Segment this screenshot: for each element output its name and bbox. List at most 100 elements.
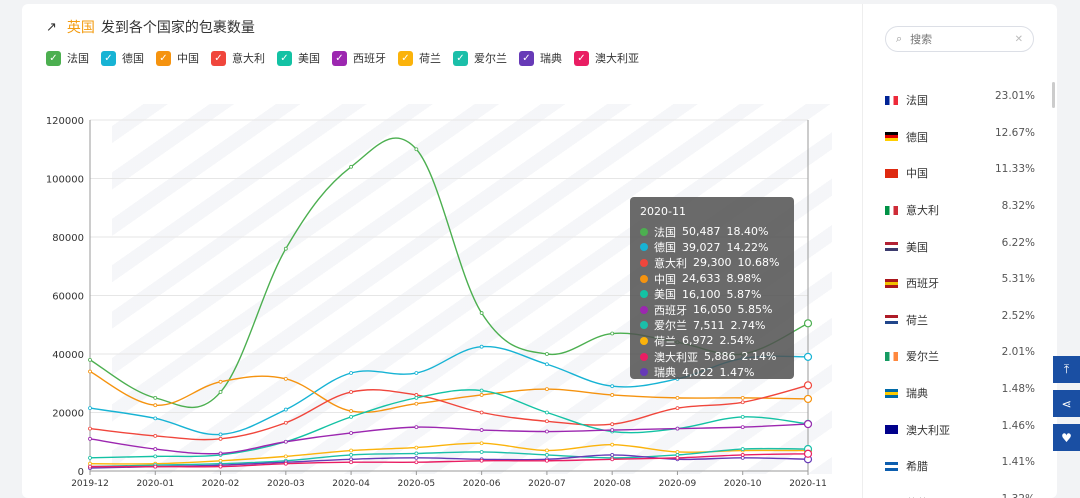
tooltip-pct: 5.85%: [737, 303, 773, 317]
country-row[interactable]: 希腊 1.41%: [885, 448, 1035, 485]
country-percent: 5.31%: [1001, 273, 1035, 286]
country-list: 法国 23.01% 德国 12.67% 中国 11.33% 意大利 8.32% 美国 6.22% 西…: [885, 82, 1035, 498]
data-point: [349, 371, 353, 375]
checkbox-icon: ✓: [332, 50, 347, 66]
search-input[interactable]: [910, 32, 1001, 46]
flag-icon: [885, 278, 898, 288]
data-point: [610, 453, 615, 457]
country-row[interactable]: 澳大利亚 1.46%: [885, 411, 1035, 448]
x-tick-label: 2020-06: [463, 479, 501, 489]
clear-icon[interactable]: ✕: [1014, 33, 1023, 45]
data-point: [545, 352, 549, 356]
flag-icon: [885, 132, 898, 142]
series-line-中国: [89, 370, 809, 413]
tooltip-row: 意大利 29,300 10.68%: [640, 255, 784, 271]
tooltip-value: 4,022: [682, 365, 714, 379]
data-point: [153, 395, 158, 400]
data-point: [675, 395, 680, 400]
data-point: [610, 393, 615, 397]
tooltip-pct: 5.87%: [726, 287, 762, 301]
legend-item[interactable]: ✓ 法国: [46, 50, 89, 66]
scrollbar[interactable]: [1052, 82, 1055, 108]
legend-label: 意大利: [232, 52, 265, 65]
tooltip-value: 7,511: [693, 318, 725, 332]
country-name: 希腊: [906, 460, 928, 474]
series-dot-icon: [640, 243, 648, 252]
data-point: [479, 458, 484, 463]
data-point: [414, 460, 419, 465]
y-tick-label: 20000: [52, 409, 84, 420]
tooltip-value: 16,050: [693, 303, 732, 317]
data-point: [610, 428, 615, 432]
data-point: [479, 388, 484, 393]
data-point: [218, 432, 223, 437]
country-name: 澳大利亚: [906, 423, 950, 437]
country-row[interactable]: 西班牙 5.31%: [885, 265, 1035, 302]
data-point: [218, 379, 223, 384]
divider: [862, 4, 863, 498]
tooltip-pct: 2.54%: [719, 334, 755, 348]
trend-up-icon: ↗: [46, 19, 57, 35]
country-row[interactable]: 瑞典 1.48%: [885, 375, 1035, 412]
country-row[interactable]: 葡萄牙 1.32%: [885, 485, 1035, 498]
data-point: [479, 410, 484, 415]
data-point: [349, 164, 353, 169]
data-point: [153, 454, 158, 459]
legend-item[interactable]: ✓ 中国: [156, 50, 199, 66]
y-tick-label: 0: [78, 467, 84, 478]
checkbox-icon: ✓: [101, 50, 116, 66]
data-point: [610, 457, 615, 462]
country-percent: 1.46%: [1001, 419, 1035, 432]
legend-item[interactable]: ✓ 美国: [277, 50, 320, 66]
series-dot-icon: [640, 274, 648, 283]
data-point: [283, 246, 288, 251]
data-point: [479, 441, 484, 446]
country-row[interactable]: 意大利 8.32%: [885, 192, 1035, 229]
country-row[interactable]: 中国 11.33%: [885, 155, 1035, 192]
back-to-top-icon: ⤒: [1063, 362, 1070, 376]
data-point: [283, 407, 288, 412]
tooltip-pct: 18.40%: [726, 225, 769, 239]
checkbox-icon: ✓: [277, 50, 292, 66]
flag-icon: [885, 351, 898, 361]
data-point: [283, 454, 288, 459]
legend-item[interactable]: ✓ 意大利: [211, 50, 265, 66]
country-name: 西班牙: [906, 277, 939, 291]
line-chart: 0 20000 40000 60000 80000 100000 120000 2019-12…: [46, 116, 827, 489]
data-point: [218, 464, 223, 469]
data-point: [545, 362, 549, 367]
country-percent: 2.01%: [1001, 346, 1035, 359]
legend-label: 瑞典: [540, 52, 562, 65]
series-dot-icon: [640, 258, 648, 267]
data-point: [479, 344, 484, 349]
country-row[interactable]: 荷兰 2.52%: [885, 302, 1035, 339]
country-row[interactable]: 德国 12.67%: [885, 119, 1035, 156]
back-to-top-button[interactable]: ⤒: [1053, 356, 1080, 383]
legend-label: 澳大利亚: [595, 52, 639, 65]
legend-item[interactable]: ✓ 德国: [101, 50, 144, 66]
share-button[interactable]: ⋖: [1053, 390, 1080, 417]
country-percent: 23.01%: [994, 90, 1035, 103]
search-box[interactable]: ⌕ ✕: [885, 26, 1034, 52]
x-tick-label: 2020-05: [398, 479, 436, 489]
country-row[interactable]: 美国 6.22%: [885, 228, 1035, 265]
data-point: [740, 447, 745, 451]
flag-icon: [885, 315, 898, 325]
data-point: [414, 395, 419, 400]
legend-item[interactable]: ✓ 澳大利亚: [574, 50, 639, 66]
data-point: [675, 455, 680, 460]
country-row[interactable]: 法国 23.01%: [885, 82, 1035, 119]
legend-item[interactable]: ✓ 瑞典: [519, 50, 562, 66]
data-point: [349, 409, 353, 413]
legend-item[interactable]: ✓ 荷兰: [398, 50, 441, 66]
tooltip-pct: 2.14%: [741, 350, 777, 364]
country-row[interactable]: 爱尔兰 2.01%: [885, 338, 1035, 375]
favorite-button[interactable]: ♥: [1053, 424, 1080, 451]
data-point: [610, 422, 615, 427]
legend-item[interactable]: ✓ 爱尔兰: [453, 50, 507, 66]
legend-label: 法国: [67, 52, 89, 65]
checkbox-icon: ✓: [574, 50, 589, 66]
series-line-荷兰: [89, 442, 809, 465]
series-line-瑞典: [89, 454, 809, 469]
legend-item[interactable]: ✓ 西班牙: [332, 50, 386, 66]
